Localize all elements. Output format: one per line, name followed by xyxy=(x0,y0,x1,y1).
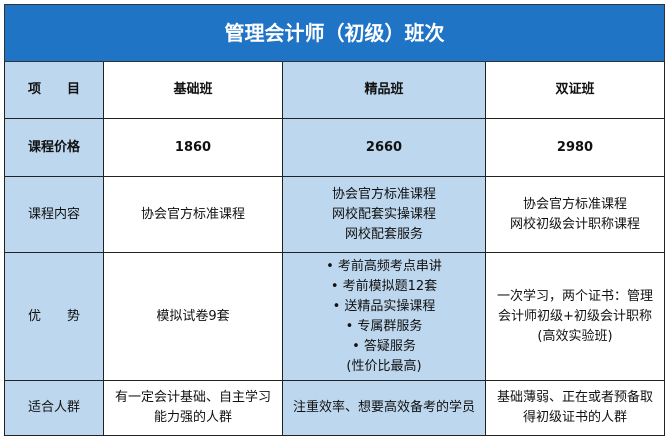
price-premium: 2660 xyxy=(282,118,486,177)
advantage-dual: 一次学习，两个证书：管理 会计师初级+初级会计职称 (高效实验班) xyxy=(485,252,665,381)
audience-dual: 基础薄弱、正在或者预备取 得初级证书的人群 xyxy=(485,380,665,436)
cell-line: 会计师初级+初级会计职称 xyxy=(498,308,652,324)
cell-line: 模拟试卷9套 xyxy=(156,308,230,324)
cell-line: 协会官方标准课程 xyxy=(331,186,436,202)
class-comparison-table: 管理会计师（初级）班次 项 目 基础班 精品班 双证班 课程价格 1860 26… xyxy=(4,4,665,436)
content-premium: 协会官方标准课程 网校配套实操课程 网校配套服务 xyxy=(282,176,486,253)
cell-line: 协会官方标准课程 xyxy=(522,196,627,212)
row-label: 课程价格 xyxy=(4,118,104,177)
cell-line: • 专属群服务 xyxy=(345,318,423,334)
table-row: 适合人群 有一定会计基础、自主学习 能力强的人群 注重效率、想要高效备考的学员 … xyxy=(4,380,665,436)
header-dual: 双证班 xyxy=(485,61,665,119)
table-row: 优 势 模拟试卷9套 • 考前高频考点串讲 • 考前模拟题12套 • 送精品实操… xyxy=(4,252,665,381)
cell-line: 有一定会计基础、自主学习 xyxy=(114,390,271,405)
cell-line: 网校配套实操课程 xyxy=(331,206,436,222)
row-label: 课程内容 xyxy=(4,176,104,253)
row-label: 优 势 xyxy=(4,252,104,381)
audience-premium: 注重效率、想要高效备考的学员 xyxy=(282,380,486,436)
cell-line: 网校配套服务 xyxy=(344,226,423,242)
price-dual: 2980 xyxy=(485,118,665,177)
cell-line: 注重效率、想要高效备考的学员 xyxy=(292,400,475,415)
content-basic: 协会官方标准课程 xyxy=(103,176,283,253)
row-label: 适合人群 xyxy=(4,380,104,436)
cell-line: 得初级证书的人群 xyxy=(522,410,627,425)
cell-line: 协会官方标准课程 xyxy=(140,206,245,222)
cell-line: 能力强的人群 xyxy=(153,410,232,425)
price-basic: 1860 xyxy=(103,118,283,177)
cell-line: (高效实验班) xyxy=(537,328,613,344)
cell-line: (性价比最高) xyxy=(346,358,422,374)
audience-basic: 有一定会计基础、自主学习 能力强的人群 xyxy=(103,380,283,436)
cell-line: • 答疑服务 xyxy=(352,338,416,354)
table-row: 课程内容 协会官方标准课程 协会官方标准课程 网校配套实操课程 网校配套服务 协… xyxy=(4,176,665,253)
header-item: 项 目 xyxy=(4,61,104,119)
cell-line: • 考前模拟题12套 xyxy=(330,278,438,294)
advantage-premium: • 考前高频考点串讲 • 考前模拟题12套 • 送精品实操课程 • 专属群服务 … xyxy=(282,252,486,381)
table-row: 课程价格 1860 2660 2980 xyxy=(4,118,665,177)
header-basic: 基础班 xyxy=(103,61,283,119)
cell-line: 网校初级会计职称课程 xyxy=(509,216,640,232)
header-premium: 精品班 xyxy=(282,61,486,119)
cell-line: • 考前高频考点串讲 xyxy=(326,258,442,274)
table-title: 管理会计师（初级）班次 xyxy=(4,4,665,62)
advantage-basic: 模拟试卷9套 xyxy=(103,252,283,381)
cell-line: 一次学习，两个证书：管理 xyxy=(496,288,653,304)
content-dual: 协会官方标准课程 网校初级会计职称课程 xyxy=(485,176,665,253)
cell-line: • 送精品实操课程 xyxy=(332,298,436,314)
cell-line: 基础薄弱、正在或者预备取 xyxy=(496,390,653,405)
